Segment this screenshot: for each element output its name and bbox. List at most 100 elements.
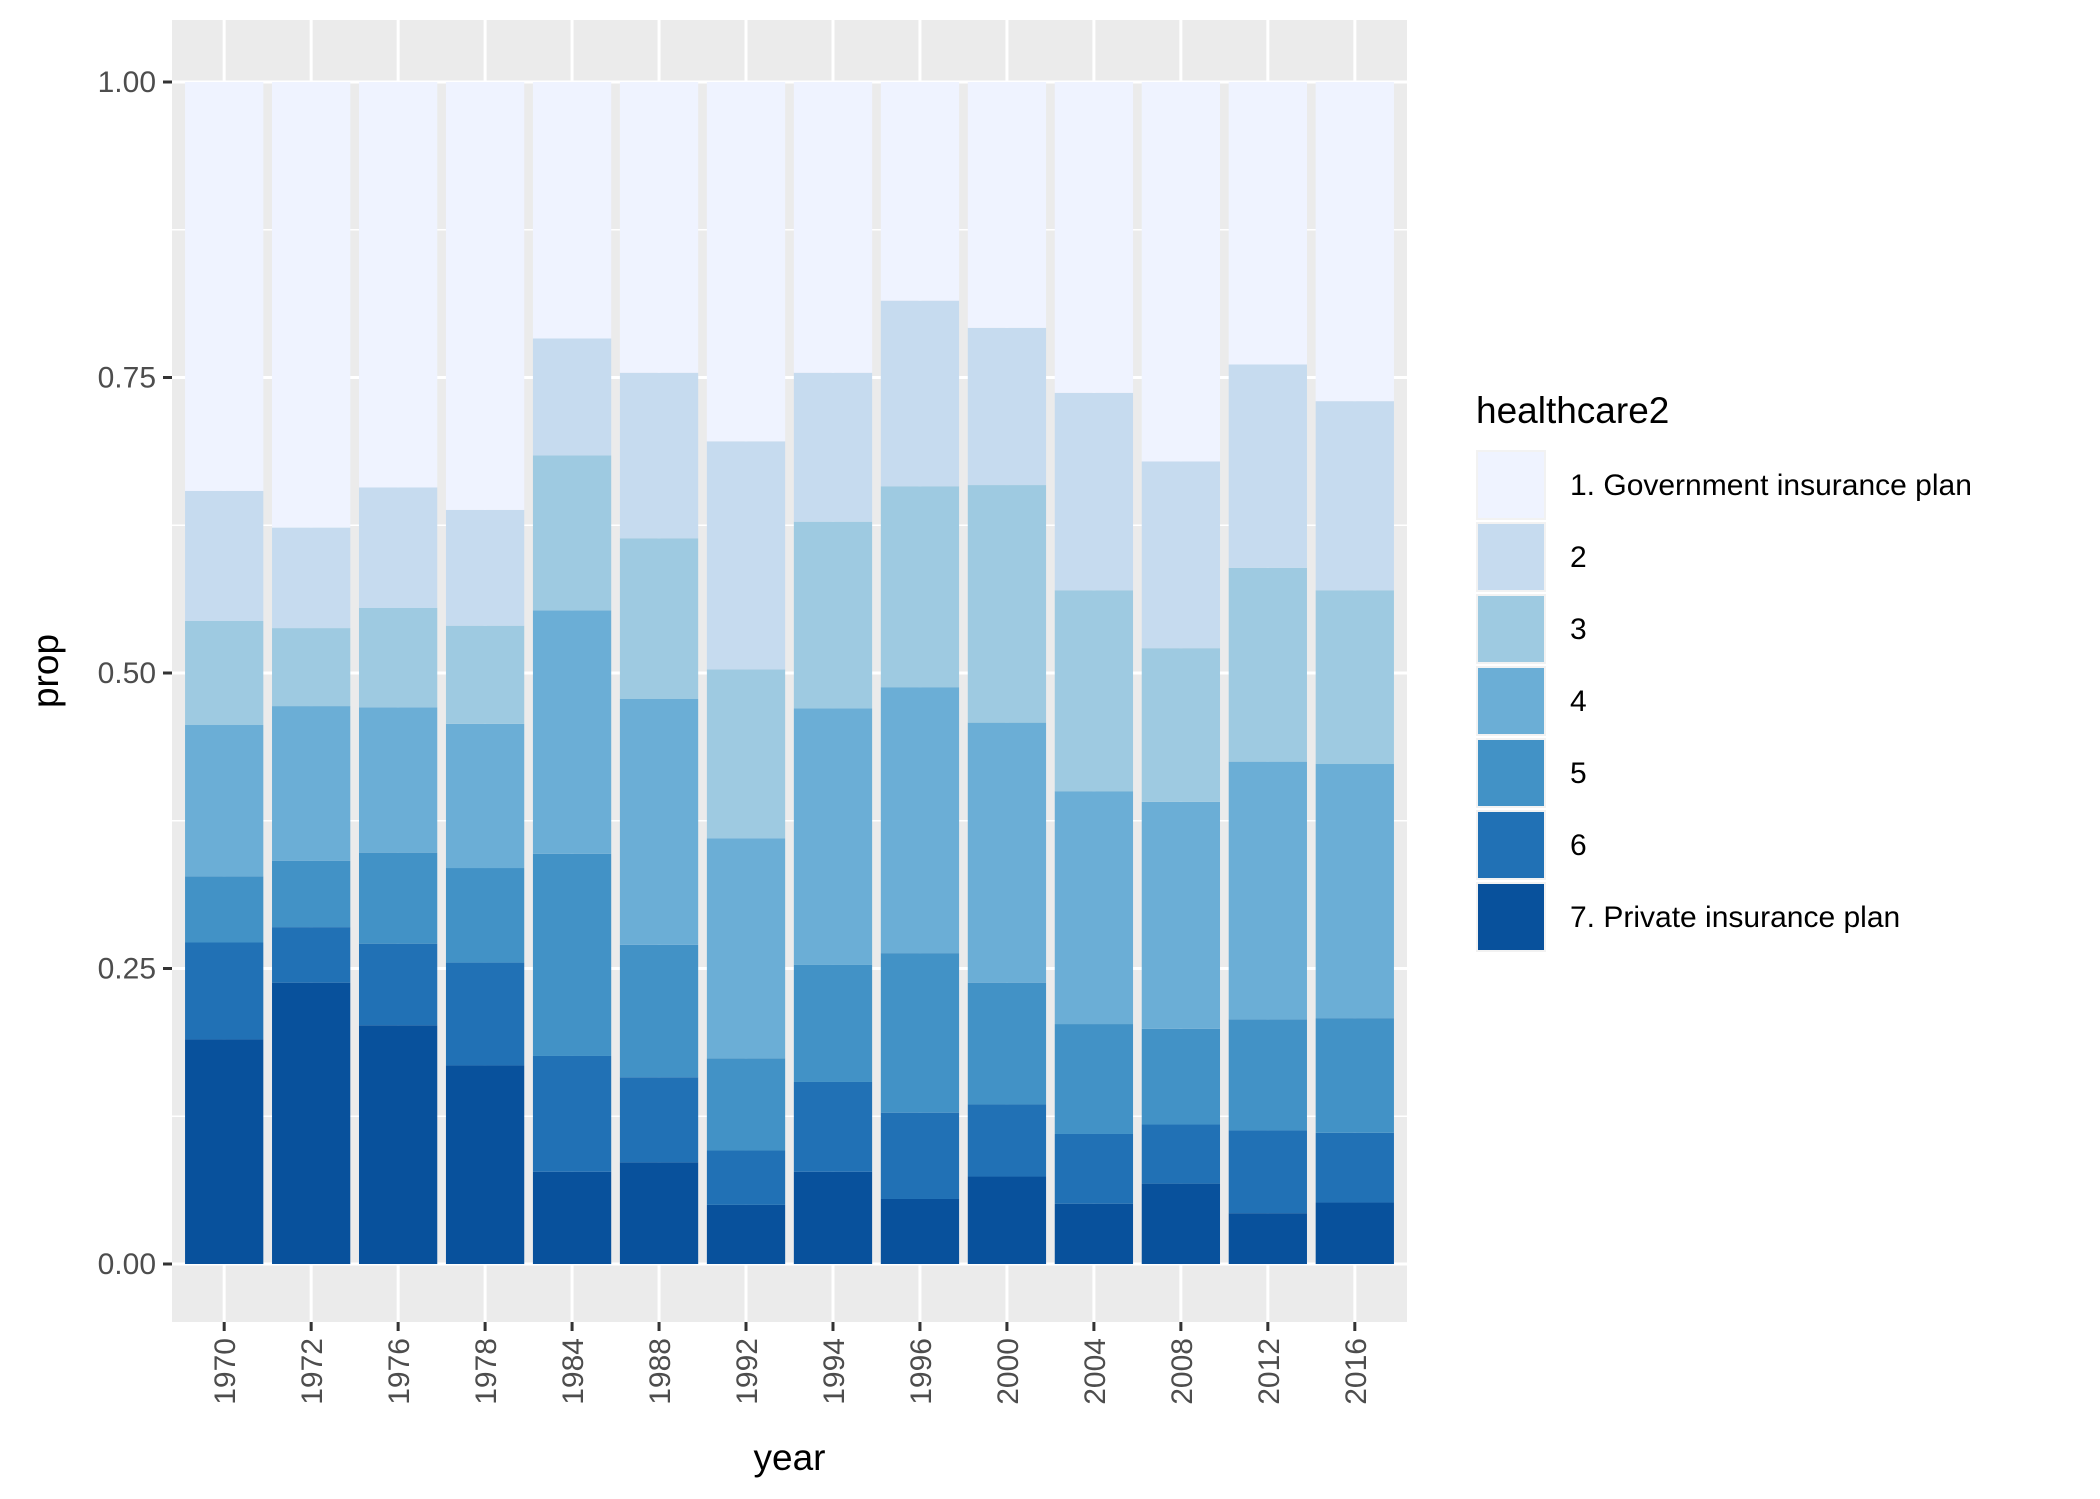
- x-tick-label: 2008: [1166, 1338, 1199, 1405]
- legend-title: healthcare2: [1476, 390, 1669, 431]
- bar-segment: [358, 1025, 438, 1264]
- bar-segment: [445, 723, 525, 869]
- bar-segment: [967, 82, 1047, 328]
- bar-segment: [1054, 590, 1134, 792]
- bar-segment: [619, 82, 699, 373]
- bar-segment: [1141, 461, 1221, 649]
- bar-segment: [1228, 1130, 1307, 1214]
- bar-segment: [272, 82, 351, 528]
- bar-segment: [1315, 1202, 1394, 1264]
- bar-segment: [967, 982, 1047, 1105]
- bar-segment: [272, 527, 351, 629]
- legend-key: [1478, 524, 1544, 590]
- x-tick-label: 2000: [992, 1338, 1025, 1405]
- bar-segment: [706, 441, 786, 670]
- bar-segment: [1054, 1133, 1134, 1204]
- bar-segment: [1054, 791, 1134, 1025]
- bar-segment: [1141, 82, 1221, 462]
- legend-label: 6: [1570, 829, 1587, 862]
- bar-segment: [619, 1077, 699, 1163]
- bar-segment: [880, 953, 960, 1113]
- bar-segment: [1054, 82, 1134, 393]
- bar-segment: [880, 1198, 960, 1264]
- bar-segment: [967, 485, 1047, 723]
- y-tick-label: 0.00: [98, 1248, 156, 1281]
- bar-segment: [185, 876, 264, 943]
- legend-key: [1478, 740, 1544, 806]
- y-tick-label: 0.50: [98, 657, 156, 690]
- legend-key: [1478, 884, 1544, 950]
- legend-key: [1478, 596, 1544, 662]
- bar-segment: [1054, 1024, 1134, 1134]
- bar-segment: [793, 1081, 873, 1172]
- x-tick-label: 1984: [557, 1338, 590, 1405]
- x-tick-label: 1970: [209, 1338, 242, 1405]
- bar-segment: [619, 944, 699, 1078]
- y-axis: 0.00 0.25 0.50 0.75 1.00: [98, 66, 172, 1281]
- legend-label: 7. Private insurance plan: [1570, 901, 1900, 934]
- bar-segment: [532, 610, 612, 854]
- bar-segment: [185, 725, 264, 877]
- bar-segment: [793, 521, 873, 709]
- bar-segment: [793, 1171, 873, 1264]
- bar-segment: [1228, 364, 1307, 568]
- bar-segment: [358, 607, 438, 708]
- bar-segment: [880, 1112, 960, 1199]
- bar-segment: [358, 943, 438, 1026]
- bar-segment: [1054, 392, 1134, 591]
- bar-segment: [1228, 567, 1307, 762]
- bar-segment: [706, 1058, 786, 1151]
- y-tick-label: 0.75: [98, 362, 156, 395]
- bar-segment: [1228, 761, 1307, 1020]
- x-axis: 1970 1972 1976 1978 1984 1988 1992 1994 1996 2000…: [209, 1322, 1373, 1405]
- x-tick-label: 1992: [731, 1338, 764, 1405]
- x-tick-label: 2016: [1340, 1338, 1373, 1405]
- bar-segment: [967, 1104, 1047, 1177]
- x-tick-label: 1988: [644, 1338, 677, 1405]
- bar-segment: [272, 860, 351, 928]
- bar-segment: [706, 82, 786, 442]
- legend-label: 2: [1570, 541, 1587, 574]
- bar-segment: [1315, 401, 1394, 591]
- bar-segment: [706, 1150, 786, 1205]
- bar-segment: [967, 1176, 1047, 1264]
- bar-segment: [358, 487, 438, 608]
- bar-segment: [445, 625, 525, 724]
- bar-segment: [358, 82, 438, 488]
- panel-background: [172, 20, 1407, 1322]
- x-tick-label: 1994: [818, 1338, 851, 1405]
- bar-segment: [1315, 590, 1394, 765]
- x-tick-label: 1976: [383, 1338, 416, 1405]
- bar-segment: [619, 372, 699, 539]
- bar-segment: [793, 964, 873, 1082]
- legend: healthcare2 1. Government insurance plan…: [1476, 390, 1972, 952]
- bar-segment: [445, 82, 525, 510]
- bar-segment: [532, 1055, 612, 1172]
- bar-segment: [1054, 1203, 1134, 1264]
- bar-segment: [272, 628, 351, 707]
- bar-segment: [793, 82, 873, 373]
- y-tick-label: 1.00: [98, 66, 156, 99]
- bar-segment: [1228, 1213, 1307, 1264]
- bar-segment: [967, 722, 1047, 983]
- x-tick-label: 2012: [1253, 1338, 1286, 1405]
- bar-segment: [445, 509, 525, 626]
- legend-key: [1478, 812, 1544, 878]
- x-axis-title: year: [754, 1437, 826, 1478]
- bar-segment: [272, 927, 351, 983]
- bar-segment: [1141, 648, 1221, 802]
- bar-segment: [1228, 82, 1307, 365]
- bar-segment: [185, 620, 264, 726]
- bar-segment: [880, 82, 960, 301]
- bar-segment: [880, 486, 960, 688]
- bar-segment: [532, 853, 612, 1056]
- bar-segment: [1315, 1018, 1394, 1133]
- bar-segment: [532, 338, 612, 456]
- bar-segment: [706, 838, 786, 1059]
- bar-segment: [1228, 1019, 1307, 1131]
- bar-segment: [358, 852, 438, 944]
- bar-segment: [532, 1171, 612, 1264]
- y-tick-label: 0.25: [98, 953, 156, 986]
- bar-segment: [445, 962, 525, 1066]
